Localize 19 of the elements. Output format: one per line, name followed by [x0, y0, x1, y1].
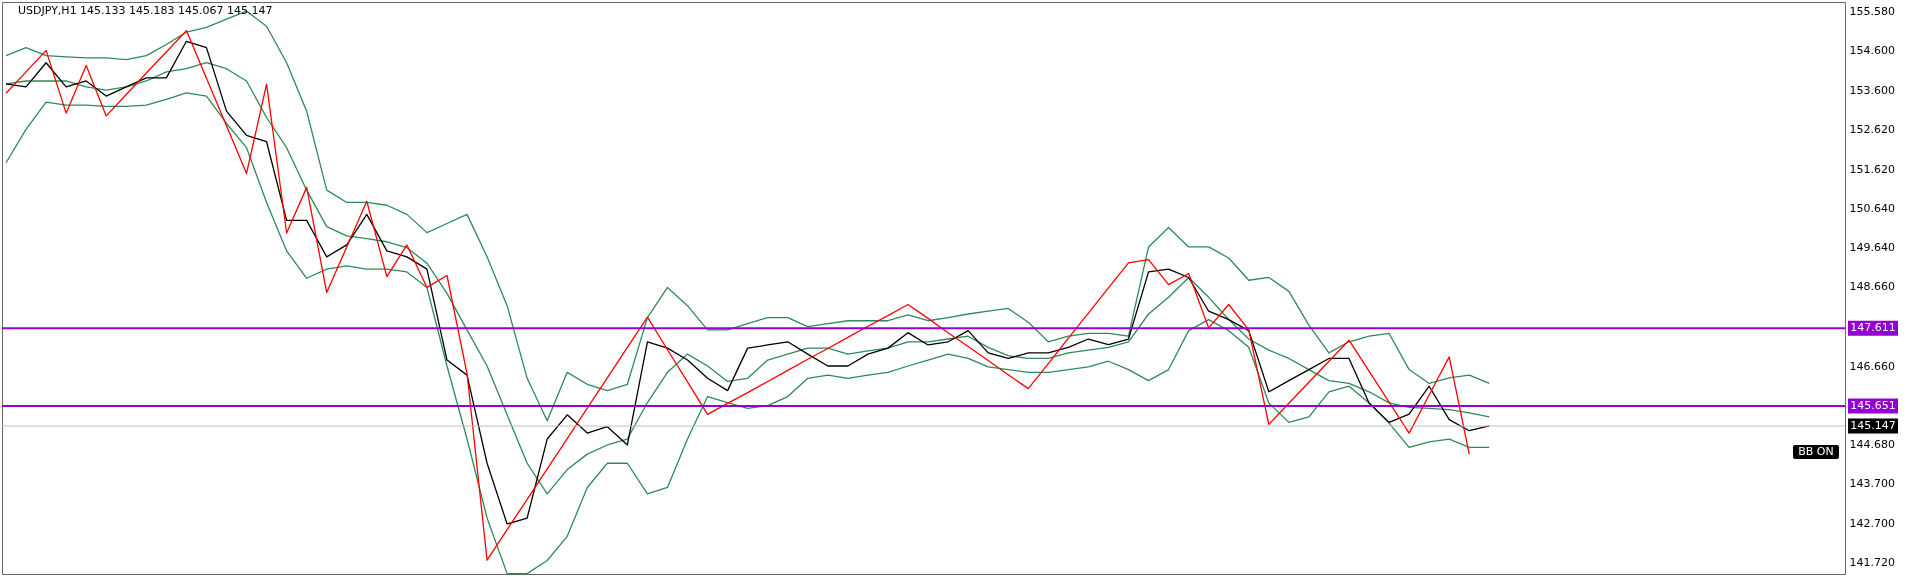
- y-tick-label: 154.600: [1849, 44, 1895, 58]
- y-tick-label: 143.700: [1849, 477, 1895, 490]
- y-tick-label: 146.660: [1849, 359, 1895, 373]
- text: BB ON: [1798, 445, 1834, 458]
- y-tick-label: 150.640: [1849, 201, 1895, 215]
- y-tick-label: 149.640: [1849, 241, 1895, 255]
- y-tick-label: 144.680: [1849, 438, 1895, 452]
- y-tick-label: 148.660: [1849, 280, 1895, 294]
- y-tick-label: 152.620: [1849, 122, 1895, 136]
- chart-title: USDJPY,H1 145.133 145.183 145.067 145.147: [18, 4, 273, 17]
- line-series: [5, 92, 1490, 575]
- y-tick-label: 153.600: [1849, 84, 1895, 98]
- y-tick-label: 142.700: [1849, 516, 1895, 530]
- y-tick-label: 155.580: [1849, 5, 1895, 19]
- ref-line-label: 145.147: [1850, 419, 1896, 433]
- ref-line-label: 145.651: [1850, 399, 1896, 413]
- y-tick-label: 141.720: [1849, 555, 1895, 569]
- y-tick-label: 151.620: [1849, 162, 1895, 176]
- ref-line-label: 147.611: [1850, 321, 1896, 335]
